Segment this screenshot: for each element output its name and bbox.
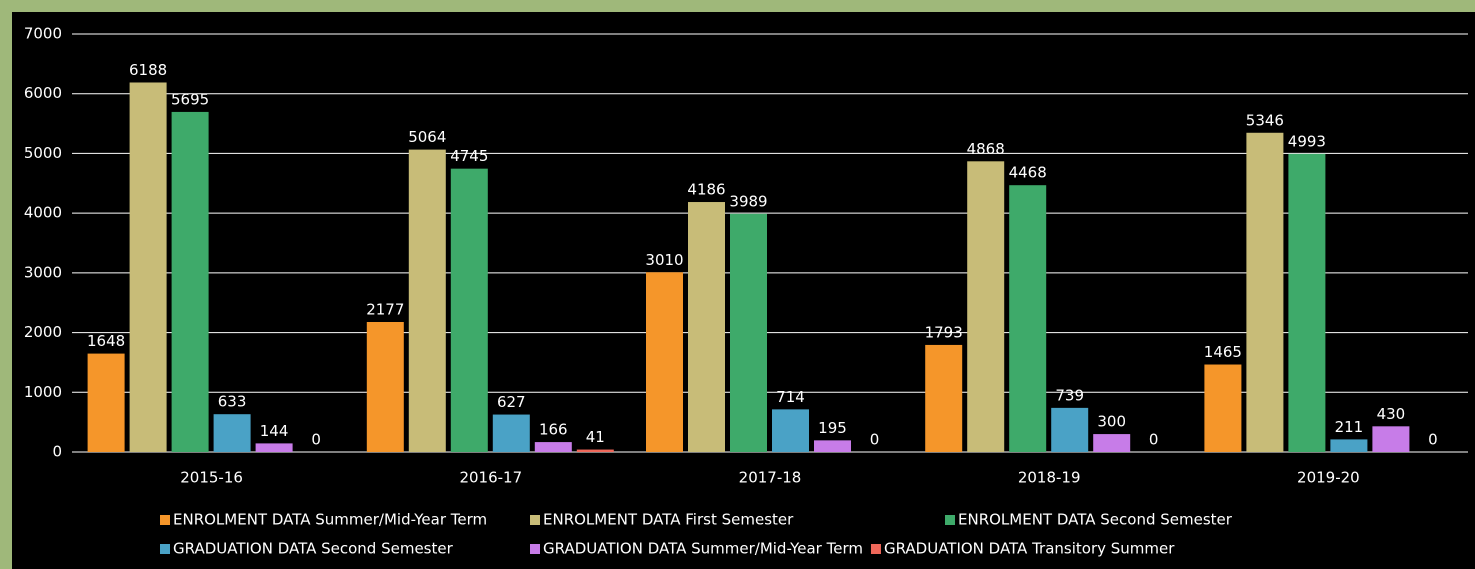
legend-label: GRADUATION DATA Transitory Summer bbox=[884, 540, 1175, 558]
bar bbox=[535, 442, 572, 452]
bar bbox=[214, 414, 251, 452]
chart: 010002000300040005000600070002015-161648… bbox=[0, 0, 1475, 569]
data-label: 5695 bbox=[171, 90, 209, 108]
data-label: 739 bbox=[1055, 386, 1084, 404]
bar bbox=[1093, 434, 1130, 452]
x-tick-label: 2018-19 bbox=[1018, 469, 1081, 487]
legend-label: GRADUATION DATA Summer/Mid-Year Term bbox=[543, 540, 863, 558]
x-tick-label: 2017-18 bbox=[739, 469, 802, 487]
bar bbox=[409, 150, 446, 452]
y-tick-label: 3000 bbox=[24, 263, 62, 281]
data-label: 0 bbox=[870, 431, 880, 449]
legend-swatch bbox=[871, 544, 881, 554]
y-tick-label: 5000 bbox=[24, 144, 62, 162]
bar bbox=[256, 443, 293, 452]
bar bbox=[1246, 133, 1283, 452]
bar bbox=[967, 161, 1004, 452]
bar bbox=[1204, 365, 1241, 452]
data-label: 4868 bbox=[967, 140, 1005, 158]
data-label: 4993 bbox=[1288, 132, 1326, 150]
data-label: 430 bbox=[1377, 405, 1406, 423]
bar bbox=[1330, 439, 1367, 452]
x-tick-label: 2016-17 bbox=[459, 469, 522, 487]
data-label: 41 bbox=[586, 428, 605, 446]
legend-swatch bbox=[160, 515, 170, 525]
x-tick-label: 2015-16 bbox=[180, 469, 243, 487]
x-tick-label: 2019-20 bbox=[1297, 469, 1360, 487]
bar bbox=[88, 354, 125, 452]
data-label: 5346 bbox=[1246, 111, 1284, 129]
data-label: 166 bbox=[539, 421, 568, 439]
data-label: 195 bbox=[818, 419, 847, 437]
legend-swatch bbox=[530, 515, 540, 525]
legend-swatch bbox=[945, 515, 955, 525]
y-tick-label: 4000 bbox=[24, 204, 62, 222]
data-label: 4468 bbox=[1009, 164, 1047, 182]
data-label: 0 bbox=[1149, 431, 1159, 449]
data-label: 1465 bbox=[1204, 343, 1242, 361]
bar bbox=[577, 450, 614, 452]
page: {"chart_data":{"type":"bar", "categories… bbox=[0, 0, 1475, 569]
data-label: 627 bbox=[497, 393, 526, 411]
y-tick-label: 6000 bbox=[24, 84, 62, 102]
y-tick-label: 7000 bbox=[24, 25, 62, 43]
bar bbox=[688, 202, 725, 452]
bar bbox=[367, 322, 404, 452]
data-label: 0 bbox=[1428, 431, 1438, 449]
bar bbox=[172, 112, 209, 452]
bar bbox=[1372, 426, 1409, 452]
legend-swatch bbox=[530, 544, 540, 554]
data-label: 211 bbox=[1335, 418, 1364, 436]
y-tick-label: 0 bbox=[52, 443, 62, 461]
data-label: 4186 bbox=[687, 181, 725, 199]
bar bbox=[1288, 154, 1325, 452]
data-label: 300 bbox=[1097, 413, 1126, 431]
data-label: 6188 bbox=[129, 61, 167, 79]
legend-label: GRADUATION DATA Second Semester bbox=[173, 540, 454, 558]
data-label: 5064 bbox=[408, 128, 446, 146]
data-label: 3010 bbox=[645, 251, 683, 269]
bar bbox=[493, 415, 530, 452]
data-label: 144 bbox=[260, 422, 289, 440]
bar bbox=[772, 409, 809, 452]
data-label: 3989 bbox=[729, 192, 767, 210]
bar bbox=[730, 214, 767, 452]
bar bbox=[925, 345, 962, 452]
bar bbox=[1051, 408, 1088, 452]
data-label: 2177 bbox=[366, 301, 404, 319]
bar bbox=[451, 169, 488, 452]
bar bbox=[130, 82, 167, 452]
data-label: 633 bbox=[218, 393, 247, 411]
data-label: 1793 bbox=[925, 323, 963, 341]
bar bbox=[646, 272, 683, 452]
data-label: 0 bbox=[311, 431, 321, 449]
y-tick-label: 1000 bbox=[24, 383, 62, 401]
legend-label: ENROLMENT DATA First Semester bbox=[543, 511, 794, 529]
legend-swatch bbox=[160, 544, 170, 554]
data-label: 714 bbox=[776, 388, 805, 406]
bar bbox=[1009, 185, 1046, 452]
legend-label: ENROLMENT DATA Summer/Mid-Year Term bbox=[173, 511, 487, 529]
data-label: 1648 bbox=[87, 332, 125, 350]
y-tick-label: 2000 bbox=[24, 323, 62, 341]
data-label: 4745 bbox=[450, 147, 488, 165]
legend-label: ENROLMENT DATA Second Semester bbox=[958, 511, 1233, 529]
bar bbox=[814, 440, 851, 452]
